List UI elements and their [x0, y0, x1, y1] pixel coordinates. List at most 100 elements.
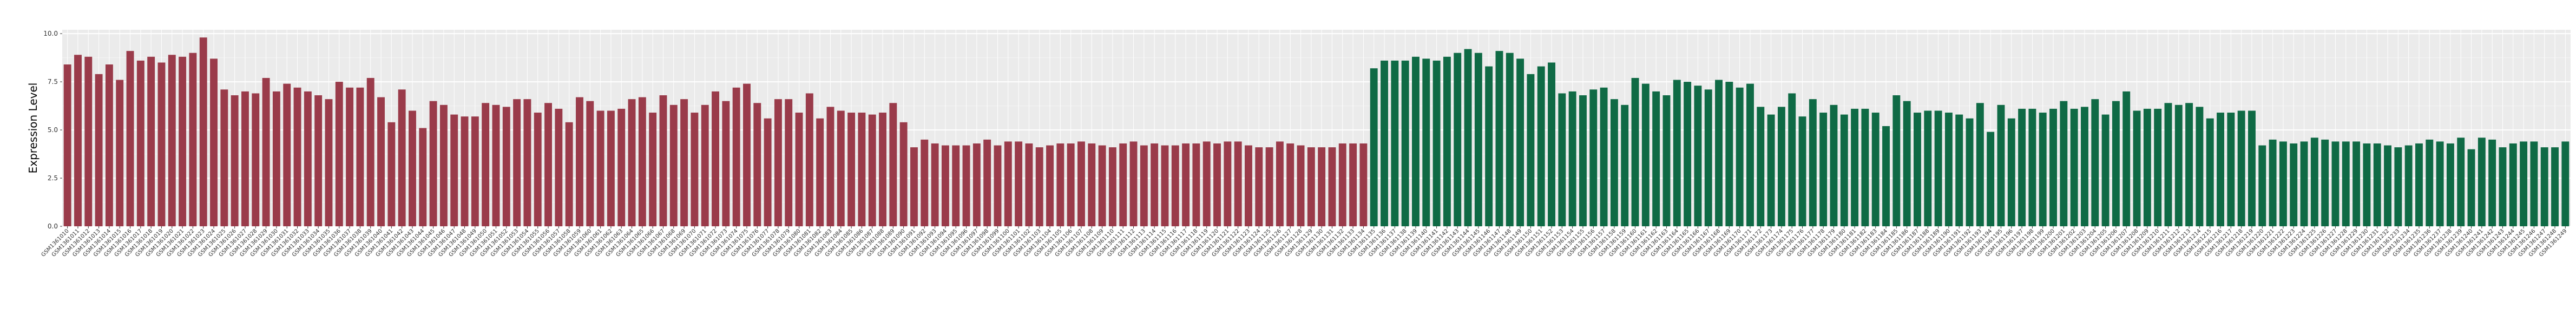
bar: [356, 87, 364, 226]
bars-group: [63, 37, 2570, 227]
bar: [1381, 60, 1388, 227]
bar: [921, 139, 929, 226]
bar: [1370, 68, 1378, 227]
bar: [1976, 103, 1984, 226]
bar: [889, 103, 897, 226]
bar: [2426, 139, 2434, 226]
bar: [2091, 99, 2099, 226]
bar: [2081, 107, 2088, 226]
bar: [649, 113, 657, 226]
bar: [962, 145, 970, 226]
bar: [2457, 138, 2465, 226]
bar: [1871, 113, 1880, 226]
bar: [586, 101, 594, 226]
bar: [2279, 141, 2287, 226]
bar: [293, 87, 301, 226]
bar: [2174, 104, 2183, 226]
bar: [2551, 147, 2559, 226]
bar: [346, 87, 354, 226]
bar: [1757, 107, 1765, 226]
bar: [1767, 114, 1775, 226]
bar: [1610, 99, 1618, 226]
y-axis: 0.0 2.5 5.0 7.5 10.0: [43, 30, 62, 230]
bar: [555, 108, 563, 226]
bar: [691, 113, 699, 226]
bar: [2384, 145, 2391, 226]
bar: [628, 99, 636, 226]
bar: [1662, 95, 1671, 226]
bar: [523, 99, 531, 226]
bar: [1798, 116, 1806, 226]
bar: [1725, 82, 1733, 226]
bar: [1328, 147, 1336, 226]
bar: [1192, 143, 1200, 226]
bar: [596, 110, 604, 226]
bar: [816, 118, 824, 226]
bar: [2237, 110, 2245, 226]
bar: [335, 82, 343, 226]
bar: [1276, 141, 1284, 226]
y-tick-label: 10.0: [43, 30, 58, 37]
bar: [972, 143, 981, 226]
bar: [952, 145, 960, 226]
bar: [2310, 138, 2318, 226]
bar: [199, 37, 207, 226]
bar: [126, 51, 134, 226]
bar: [2509, 143, 2517, 226]
bar: [1338, 143, 1346, 226]
bar: [95, 74, 103, 226]
bar: [304, 91, 312, 226]
bar: [795, 113, 803, 226]
bar: [1245, 145, 1252, 226]
bar: [1412, 56, 1420, 226]
bar: [565, 122, 573, 226]
bar: [2269, 139, 2277, 226]
bar: [272, 91, 280, 226]
bar: [1234, 141, 1242, 226]
bar: [753, 103, 761, 226]
bar: [2363, 143, 2371, 226]
bar: [1046, 145, 1054, 226]
bar: [366, 77, 374, 226]
bar: [2227, 113, 2235, 226]
bar: [502, 107, 510, 226]
bar: [1171, 145, 1179, 226]
bar: [576, 97, 583, 226]
bar: [743, 83, 751, 226]
bar: [2436, 141, 2444, 226]
bar: [1015, 141, 1023, 226]
bar: [2290, 143, 2298, 226]
bar: [931, 143, 939, 226]
bar: [1589, 89, 1598, 226]
bar: [617, 108, 626, 226]
bar: [2467, 149, 2475, 226]
bar: [136, 60, 144, 227]
bar: [1568, 91, 1576, 226]
bar: [1861, 108, 1869, 226]
bar: [1119, 143, 1127, 226]
bar: [241, 91, 249, 226]
bar: [2540, 147, 2548, 226]
bar: [2101, 114, 2110, 226]
bar: [2060, 101, 2068, 226]
bar: [1025, 143, 1033, 226]
bar: [231, 95, 239, 226]
bar: [1067, 143, 1075, 226]
bar: [1997, 104, 2005, 226]
bar: [2133, 110, 2141, 226]
bar: [544, 103, 552, 226]
bar: [168, 55, 176, 226]
bar: [1307, 147, 1315, 226]
bar: [387, 122, 396, 226]
bar: [1851, 108, 1859, 226]
bar: [1966, 118, 1974, 226]
bar: [1527, 74, 1535, 226]
bar: [868, 114, 876, 226]
bar: [1600, 87, 1608, 226]
bar: [1788, 93, 1796, 226]
bar: [1151, 143, 1159, 226]
bar: [2561, 141, 2570, 226]
bar: [252, 93, 260, 226]
bar: [858, 113, 866, 226]
bar: [1987, 132, 1995, 226]
